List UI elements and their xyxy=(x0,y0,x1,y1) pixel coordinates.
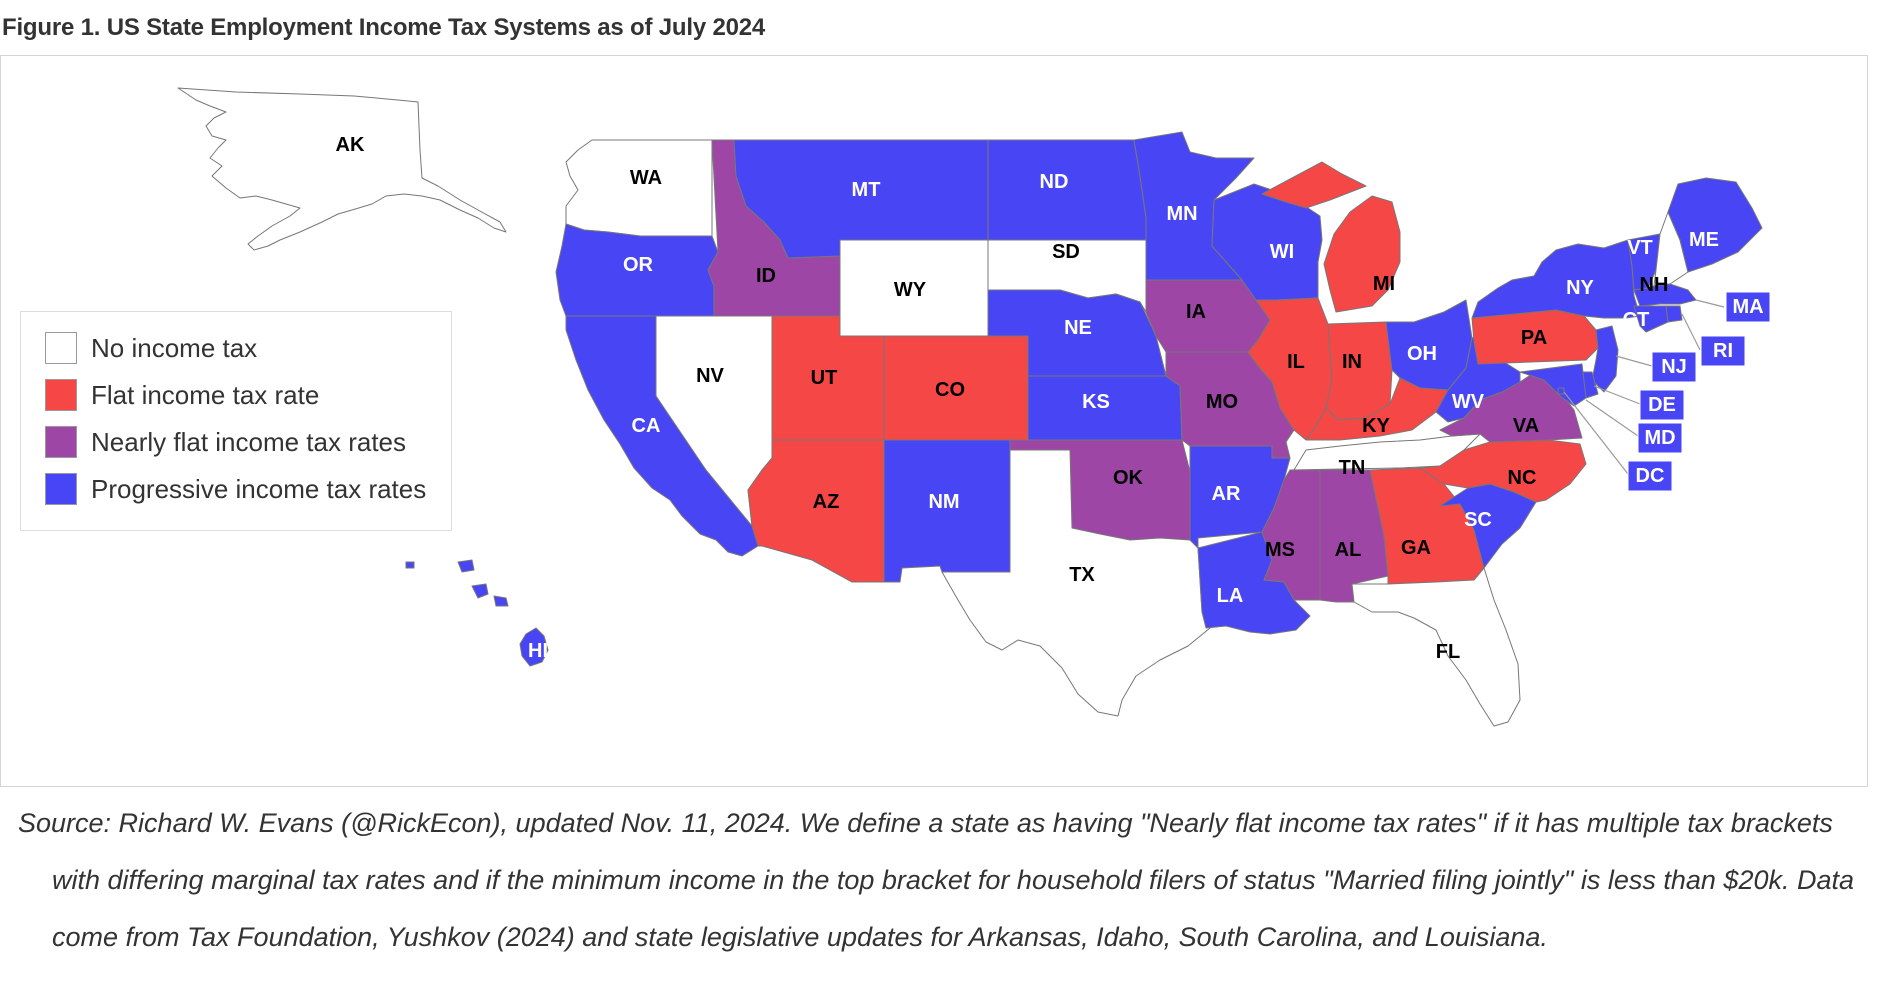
state-ky xyxy=(1305,377,1449,441)
state-label-nm: NM xyxy=(928,491,959,513)
legend-swatch xyxy=(45,379,77,411)
state-hi xyxy=(405,559,549,667)
state-md xyxy=(1519,363,1587,407)
state-dc xyxy=(1557,387,1565,395)
legend-item-flat: Flat income tax rate xyxy=(45,377,319,413)
state-label-pa: PA xyxy=(1521,327,1547,349)
legend-label: Nearly flat income tax rates xyxy=(91,426,407,457)
state-label-ca: CA xyxy=(632,415,661,437)
state-label-ak: AK xyxy=(336,134,365,156)
leader-line-nj xyxy=(1615,355,1653,367)
state-label-or: OR xyxy=(623,254,654,276)
state-label-ks: KS xyxy=(1082,391,1110,413)
leader-line-de xyxy=(1593,385,1641,405)
state-label-nh: NH xyxy=(1640,274,1669,296)
state-label-la: LA xyxy=(1217,585,1244,607)
state-label-ny: NY xyxy=(1566,277,1594,299)
state-label-wi: WI xyxy=(1270,241,1294,263)
state-label-ut: UT xyxy=(811,367,838,389)
state-label-ma: MA xyxy=(1732,296,1763,318)
label-box-de xyxy=(1639,389,1685,421)
figure-title: Figure 1. US State Employment Income Tax… xyxy=(2,14,766,41)
source-caption: Source: Richard W. Evans (@RickEcon), up… xyxy=(18,808,1855,952)
state-label-tx: TX xyxy=(1069,564,1095,586)
label-box-nj xyxy=(1651,351,1697,383)
state-label-wv: WV xyxy=(1452,391,1485,413)
state-label-fl: FL xyxy=(1436,641,1460,663)
state-label-ct: CT xyxy=(1623,309,1650,331)
state-label-oh: OH xyxy=(1407,343,1437,365)
state-wi xyxy=(1211,183,1323,301)
state-label-co: CO xyxy=(935,379,965,401)
us-states-map: AK WA OR CA NV ID MT WY UT CO AZ NM ND SD NE KS OK TX MN IA… xyxy=(177,87,1771,727)
state-label-sd: SD xyxy=(1052,241,1080,263)
legend-label: Flat income tax rate xyxy=(91,379,320,410)
state-label-tn: TN xyxy=(1339,457,1366,479)
label-box-ri xyxy=(1700,335,1746,367)
label-box-md xyxy=(1637,422,1683,454)
state-label-nc: NC xyxy=(1508,467,1537,489)
state-ny xyxy=(1471,239,1641,319)
legend-swatch xyxy=(45,426,77,458)
legend-swatch xyxy=(45,473,77,505)
legend-label: Progressive income tax rates xyxy=(91,473,427,504)
state-label-vt: VT xyxy=(1627,237,1653,259)
state-label-wa: WA xyxy=(630,167,662,189)
state-label-ar: AR xyxy=(1212,483,1241,505)
state-label-ga: GA xyxy=(1401,537,1431,559)
leader-line-dc xyxy=(1563,391,1629,475)
state-label-va: VA xyxy=(1513,415,1539,437)
state-label-al: AL xyxy=(1335,539,1362,561)
legend: No income tax Flat income tax rate Nearly … xyxy=(20,311,452,531)
state-ma xyxy=(1633,283,1697,307)
state-label-me: ME xyxy=(1689,229,1719,251)
legend-item-progressive: Progressive income tax rates xyxy=(45,471,426,507)
state-ri xyxy=(1665,305,1683,323)
state-label-ri: RI xyxy=(1713,340,1733,362)
state-ct xyxy=(1633,305,1669,333)
legend-swatch xyxy=(45,332,77,364)
label-box-dc xyxy=(1627,460,1673,492)
leader-line-ma xyxy=(1695,299,1725,308)
state-label-mo: MO xyxy=(1206,391,1238,413)
state-label-az: AZ xyxy=(813,491,840,513)
state-me xyxy=(1667,177,1763,273)
state-label-ms: MS xyxy=(1265,539,1295,561)
state-label-hi: HI xyxy=(528,640,548,662)
state-label-nj: NJ xyxy=(1661,356,1687,378)
legend-label: No income tax xyxy=(91,332,258,363)
state-label-mt: MT xyxy=(852,179,881,201)
leader-line-md xyxy=(1585,399,1639,437)
state-label-ia: IA xyxy=(1186,301,1206,323)
state-label-nd: ND xyxy=(1040,171,1069,193)
state-label-wy: WY xyxy=(894,279,927,301)
state-label-md: MD xyxy=(1644,427,1675,449)
state-label-mi: MI xyxy=(1373,273,1395,295)
state-ak xyxy=(177,87,507,251)
legend-item-none: No income tax xyxy=(45,330,257,366)
state-tx xyxy=(941,449,1211,717)
state-nc xyxy=(1419,439,1587,503)
state-label-de: DE xyxy=(1648,394,1676,416)
state-mi xyxy=(1261,161,1401,313)
state-label-ok: OK xyxy=(1113,467,1144,489)
state-label-mn: MN xyxy=(1166,203,1197,225)
label-box-ma xyxy=(1725,291,1771,323)
state-label-sc: SC xyxy=(1464,509,1492,531)
state-label-in: IN xyxy=(1342,351,1362,373)
state-label-ky: KY xyxy=(1362,415,1390,437)
legend-item-nearly-flat: Nearly flat income tax rates xyxy=(45,424,406,460)
state-label-ne: NE xyxy=(1064,317,1092,339)
state-label-il: IL xyxy=(1287,351,1305,373)
state-label-id: ID xyxy=(756,265,776,287)
leader-line-ri xyxy=(1681,313,1701,351)
state-nj xyxy=(1591,325,1619,393)
state-label-nv: NV xyxy=(696,365,724,387)
state-label-dc: DC xyxy=(1636,465,1665,487)
state-fl xyxy=(1351,567,1521,727)
